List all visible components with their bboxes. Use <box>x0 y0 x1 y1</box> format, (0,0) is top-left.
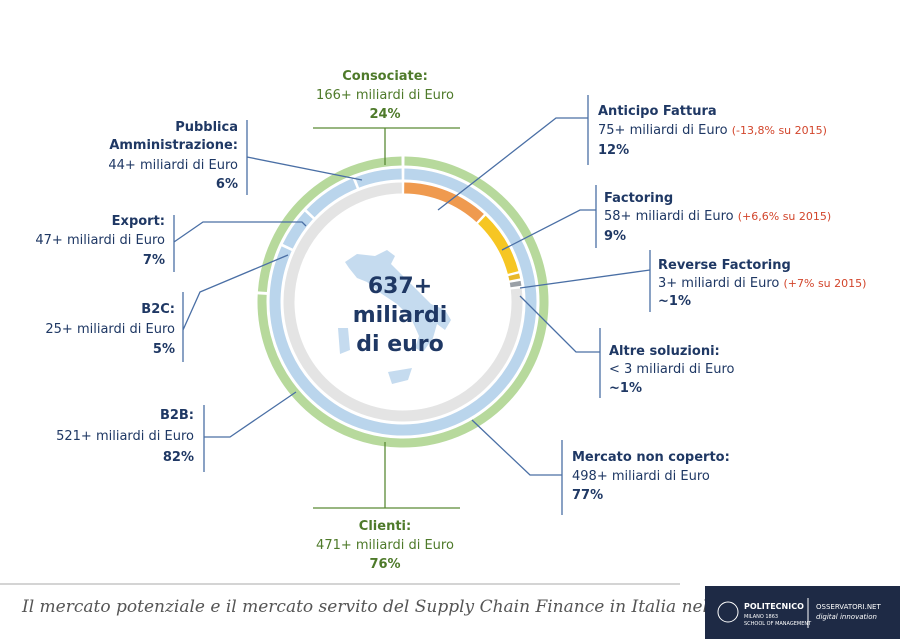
label-amount: 521+ miliardi di Euro <box>56 429 194 444</box>
label-title: Clienti: <box>359 519 411 534</box>
label-title: Pubblica <box>175 120 238 135</box>
label-title: Anticipo Fattura <box>598 104 717 119</box>
label-title: B2B: <box>160 408 194 423</box>
change: (+6,6% su 2015) <box>738 210 831 223</box>
leader <box>203 391 297 472</box>
ring-segment <box>355 168 402 188</box>
label-share: 76% <box>369 557 400 572</box>
label-amount: 47+ miliardi di Euro <box>35 233 165 248</box>
amount: 58+ miliardi di Euro <box>604 209 734 224</box>
leader <box>182 254 289 362</box>
leader <box>313 442 460 509</box>
ring-segment <box>508 273 521 281</box>
leader <box>519 250 651 312</box>
label-share: 5% <box>153 342 175 357</box>
logo-text: digital innovation <box>816 613 877 621</box>
amount: 3+ miliardi di Euro <box>658 276 779 291</box>
label-share: 6% <box>216 177 238 192</box>
amount: 75+ miliardi di Euro <box>598 123 728 138</box>
ring-segment <box>477 215 519 275</box>
leader <box>313 127 460 165</box>
leader <box>173 215 307 272</box>
logo-icon <box>717 601 739 623</box>
label-share: 77% <box>572 488 603 503</box>
label-amount: 471+ miliardi di Euro <box>316 538 454 553</box>
label-title: Export: <box>112 214 165 229</box>
label-title: Factoring <box>604 191 673 206</box>
change: (-13,8% su 2015) <box>732 124 827 137</box>
label-share: 12% <box>598 143 629 158</box>
logo-text: MILANO 1863 <box>744 614 778 620</box>
ring-segment <box>282 211 313 249</box>
label-amount: < 3 miliardi di Euro <box>609 362 735 377</box>
leader <box>437 95 589 211</box>
ring-segment <box>509 280 522 288</box>
italy-map <box>338 250 451 384</box>
label-title: Amministrazione: <box>109 138 238 153</box>
label-title: Consociate: <box>342 69 428 84</box>
label-title: B2C: <box>141 302 175 317</box>
leader <box>501 185 597 251</box>
label-amount: 25+ miliardi di Euro <box>45 322 175 337</box>
label-amount: 44+ miliardi di Euro <box>108 158 238 173</box>
ring-segment <box>306 178 357 218</box>
label-share: 7% <box>143 253 165 268</box>
label-amount: 498+ miliardi di Euro <box>572 469 710 484</box>
ring-segment <box>269 168 537 436</box>
logo-text: OSSERVATORI.NET <box>816 603 881 611</box>
center-text: 637+ <box>368 274 432 299</box>
logo-text: POLITECNICO <box>744 602 804 611</box>
leader <box>519 295 601 398</box>
ring-segment <box>404 182 484 223</box>
leader <box>246 120 363 195</box>
change: (+7% su 2015) <box>783 277 866 290</box>
rings <box>257 156 549 448</box>
ring-segment <box>257 156 549 448</box>
ring-segment <box>283 182 523 422</box>
label-share: 82% <box>163 450 194 465</box>
caption: Il mercato potenziale e il mercato servi… <box>21 597 757 617</box>
leader <box>471 419 563 515</box>
label-share: ~1% <box>609 381 642 396</box>
center-text: miliardi <box>353 303 448 328</box>
label-amount: 3+ miliardi di Euro (+7% su 2015) <box>658 276 866 291</box>
label-amount: 166+ miliardi di Euro <box>316 88 454 103</box>
label-share: 24% <box>369 107 400 122</box>
label-amount: 75+ miliardi di Euro (-13,8% su 2015) <box>598 123 827 138</box>
label-share: ~1% <box>658 294 691 309</box>
label-title: Mercato non coperto: <box>572 450 730 465</box>
label-title: Reverse Factoring <box>658 258 791 273</box>
label-title: Altre soluzioni: <box>609 344 720 359</box>
label-share: 9% <box>604 229 626 244</box>
logo-text: SCHOOL OF MANAGEMENT <box>744 621 812 627</box>
center-text: di euro <box>356 332 444 357</box>
label-amount: 58+ miliardi di Euro (+6,6% su 2015) <box>604 209 831 224</box>
